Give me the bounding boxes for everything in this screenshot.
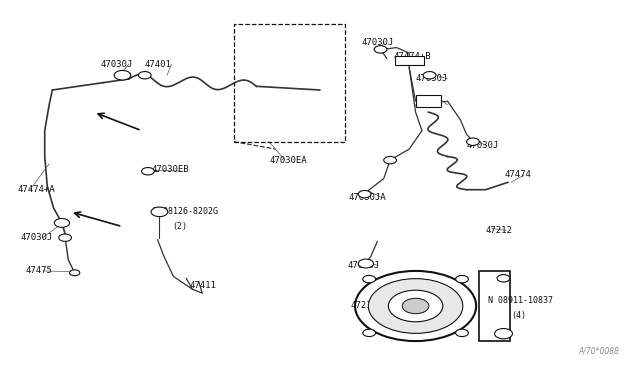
Text: 47030J: 47030J [467, 141, 499, 150]
Circle shape [423, 71, 436, 79]
Text: 47030J: 47030J [100, 60, 132, 69]
Circle shape [388, 290, 443, 322]
Text: 47030J: 47030J [415, 74, 448, 83]
Circle shape [374, 46, 387, 53]
Text: 47030JA: 47030JA [349, 193, 387, 202]
Circle shape [456, 275, 468, 283]
Circle shape [138, 71, 151, 79]
Bar [415, 95, 441, 107]
Text: N: N [500, 329, 507, 338]
Text: 47475: 47475 [26, 266, 52, 275]
Text: 47478: 47478 [414, 100, 441, 109]
Circle shape [495, 328, 513, 339]
Bar [234, 23, 346, 142]
Text: (2): (2) [172, 222, 187, 231]
Circle shape [151, 207, 168, 217]
Circle shape [497, 330, 510, 337]
Text: 47030J: 47030J [20, 233, 52, 242]
Text: N 08911-10837: N 08911-10837 [488, 296, 552, 305]
Circle shape [497, 275, 510, 282]
Circle shape [456, 329, 468, 337]
Circle shape [467, 138, 479, 145]
Circle shape [363, 329, 376, 337]
Text: B: B [157, 207, 163, 217]
Circle shape [141, 167, 154, 175]
Text: 47030J: 47030J [362, 38, 394, 46]
Text: 47030EB: 47030EB [151, 165, 189, 174]
Text: 47401: 47401 [145, 60, 172, 69]
Circle shape [363, 275, 376, 283]
Circle shape [358, 190, 371, 198]
Text: 47210: 47210 [351, 301, 378, 311]
Circle shape [384, 157, 396, 164]
Text: 47474+B: 47474+B [394, 52, 431, 61]
Text: 47474+A: 47474+A [17, 185, 55, 194]
Circle shape [355, 271, 476, 341]
Bar [395, 56, 424, 65]
Text: 47212: 47212 [486, 226, 513, 235]
Circle shape [403, 298, 429, 314]
Text: 47411: 47411 [189, 281, 216, 290]
Circle shape [358, 259, 374, 268]
Text: A/70*0088: A/70*0088 [579, 347, 620, 356]
Text: 47030J: 47030J [348, 261, 380, 270]
Text: 47030EA: 47030EA [269, 155, 307, 165]
Text: B 08126-8202G: B 08126-8202G [153, 207, 218, 217]
Circle shape [59, 234, 72, 241]
Text: (4): (4) [511, 311, 526, 320]
Bar [479, 271, 510, 341]
Circle shape [369, 279, 463, 333]
Text: 47474: 47474 [505, 170, 532, 179]
Circle shape [114, 70, 131, 80]
Circle shape [54, 218, 70, 227]
Circle shape [70, 270, 80, 276]
